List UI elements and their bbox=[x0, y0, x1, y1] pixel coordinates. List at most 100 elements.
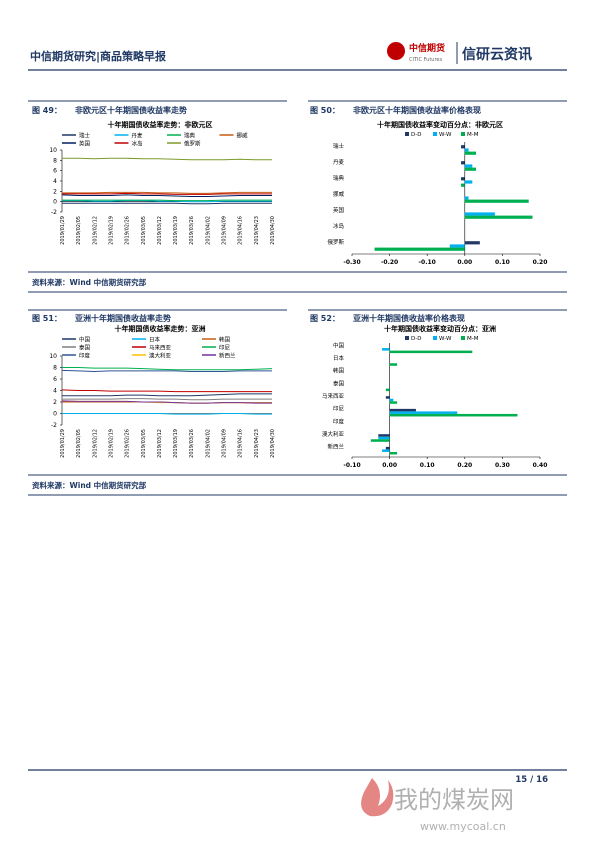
y-tick-label: 0 bbox=[53, 411, 57, 418]
x-tick-label: 2019/03/26 bbox=[189, 216, 195, 245]
x-tick-label: 2019/01/29 bbox=[60, 216, 66, 245]
bar bbox=[464, 151, 477, 155]
y-tick-label: 10 bbox=[49, 353, 57, 360]
y-tick-label: 8 bbox=[53, 365, 57, 372]
x-tick-label: 2019/04/16 bbox=[238, 216, 244, 245]
legend-swatch bbox=[405, 132, 409, 136]
x-tick-label: 0.00 bbox=[457, 259, 472, 266]
x-tick-label: 2019/03/19 bbox=[173, 429, 179, 458]
x-tick-label: 2019/04/30 bbox=[270, 216, 276, 245]
x-tick-label: 0.10 bbox=[420, 462, 435, 469]
bar bbox=[389, 408, 416, 412]
bar bbox=[374, 247, 465, 251]
legend-label: M-M bbox=[467, 336, 479, 342]
chart-title: 十年期国债收益率变动百分点：非欧元区 bbox=[377, 120, 503, 129]
x-tick-label: 2019/02/19 bbox=[108, 216, 114, 245]
category-label: 冰岛 bbox=[333, 222, 345, 230]
x-tick-label: 2019/04/23 bbox=[254, 429, 260, 458]
y-tick-label: 6 bbox=[53, 376, 57, 383]
bar bbox=[382, 348, 390, 351]
x-tick-label: 2019/02/05 bbox=[76, 429, 82, 458]
legend-swatch bbox=[405, 336, 409, 340]
bar bbox=[389, 451, 398, 455]
x-tick-label: 2019/04/09 bbox=[222, 216, 228, 245]
legend-swatch bbox=[433, 132, 437, 136]
bar bbox=[464, 167, 477, 171]
x-tick-label: -0.20 bbox=[381, 259, 398, 266]
x-tick-label: 2019/03/12 bbox=[157, 216, 163, 245]
bar bbox=[385, 388, 390, 392]
y-tick-label: 0 bbox=[53, 199, 57, 206]
category-label: 印度 bbox=[333, 417, 345, 425]
category-label: 澳大利亚 bbox=[322, 430, 345, 438]
bar bbox=[382, 449, 390, 452]
x-tick-label: 0.20 bbox=[533, 259, 548, 266]
x-tick-label: -0.10 bbox=[343, 462, 360, 469]
figure-label: 图 51： bbox=[32, 314, 62, 323]
legend-label: 冰岛 bbox=[132, 140, 144, 148]
bar bbox=[464, 241, 480, 245]
x-tick-label: 2019/03/12 bbox=[157, 429, 163, 458]
category-label: 瑞士 bbox=[333, 142, 345, 150]
legend-label: 马来西亚 bbox=[149, 344, 172, 352]
bar bbox=[464, 180, 473, 184]
legend-label: 丹麦 bbox=[132, 132, 144, 140]
source: 资料来源：Wind 中信期货研究部 bbox=[32, 480, 147, 490]
page-number: 15 / 16 bbox=[515, 775, 548, 785]
logo-en: CITIC Futures bbox=[409, 57, 442, 63]
chart-title: 十年期国债收益率走势：非欧元区 bbox=[108, 120, 213, 129]
source: 资料来源：Wind 中信期货研究部 bbox=[32, 277, 147, 287]
line-series bbox=[62, 199, 272, 202]
legend-label: 中国 bbox=[79, 336, 91, 344]
bar bbox=[389, 363, 398, 366]
x-tick-label: 2019/04/30 bbox=[270, 429, 276, 458]
legend-label: 瑞典 bbox=[184, 132, 196, 140]
category-label: 丹麦 bbox=[333, 158, 345, 166]
x-tick-label: 2019/03/05 bbox=[141, 216, 147, 245]
y-tick-label: 8 bbox=[53, 157, 57, 164]
bar bbox=[464, 199, 529, 203]
line-series bbox=[62, 200, 272, 203]
x-tick-label: 2019/02/26 bbox=[125, 429, 131, 458]
legend-label: 韩国 bbox=[219, 336, 231, 344]
legend-swatch bbox=[461, 132, 465, 136]
figure-title: 亚洲十年期国债收益率走势 bbox=[75, 313, 171, 323]
x-tick-label: 2019/02/05 bbox=[76, 216, 82, 245]
chart-title: 十年期国债收益率走势：亚洲 bbox=[115, 324, 206, 333]
legend-label: 英国 bbox=[79, 140, 91, 148]
legend-label: D-D bbox=[411, 336, 421, 342]
bar bbox=[389, 398, 394, 402]
bar bbox=[385, 396, 390, 399]
line-series bbox=[62, 367, 273, 371]
x-tick-label: 2019/02/19 bbox=[108, 429, 114, 458]
legend-label: 澳大利亚 bbox=[149, 352, 172, 360]
y-tick-label: 6 bbox=[53, 168, 57, 175]
x-tick-label: 2019/04/16 bbox=[238, 429, 244, 458]
category-label: 挪威 bbox=[333, 190, 345, 198]
y-tick-label: 10 bbox=[49, 147, 57, 154]
legend-label: 俄罗斯 bbox=[184, 140, 201, 148]
bar bbox=[449, 244, 465, 248]
legend-label: 瑞士 bbox=[79, 132, 91, 140]
bar bbox=[370, 439, 390, 442]
line-series bbox=[61, 194, 272, 197]
x-tick-label: 0.10 bbox=[495, 259, 510, 266]
x-tick-label: 2019/04/02 bbox=[205, 216, 211, 245]
x-tick-label: 2019/04/23 bbox=[254, 216, 260, 245]
legend-label: 挪威 bbox=[237, 132, 249, 140]
y-tick-label: 4 bbox=[53, 178, 57, 185]
category-label: 马来西亚 bbox=[322, 392, 345, 400]
legend-label: 日本 bbox=[149, 336, 161, 344]
x-tick-label: 2019/03/26 bbox=[189, 429, 195, 458]
bar bbox=[385, 446, 390, 450]
bar bbox=[389, 413, 518, 417]
x-tick-label: 2019/02/12 bbox=[92, 429, 98, 458]
bar bbox=[461, 177, 465, 181]
x-tick-label: 0.20 bbox=[457, 462, 472, 469]
legend-label: 泰国 bbox=[79, 344, 91, 352]
header-title: 中信期货研究|商品策略早报 bbox=[30, 49, 167, 63]
line-series bbox=[61, 400, 272, 404]
line-series bbox=[61, 369, 272, 373]
